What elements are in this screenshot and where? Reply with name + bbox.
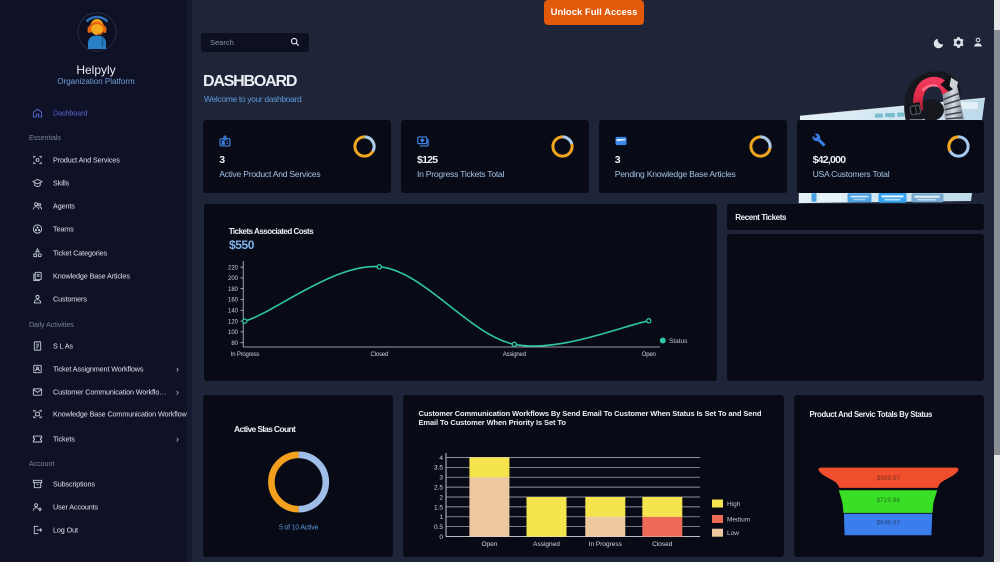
svg-text:80: 80	[231, 341, 238, 347]
svg-text:2: 2	[439, 494, 443, 501]
svg-text:160: 160	[228, 297, 239, 303]
svg-text:Assigned: Assigned	[502, 352, 525, 358]
svg-text:Open: Open	[481, 541, 497, 548]
svg-text:3.5: 3.5	[434, 464, 443, 471]
svg-text:4: 4	[439, 454, 443, 461]
svg-text:3: 3	[439, 474, 443, 481]
svg-text:100: 100	[228, 330, 239, 336]
svg-text:Closed: Closed	[652, 541, 673, 548]
svg-text:0.5: 0.5	[434, 524, 443, 531]
svg-text:In Progress: In Progress	[230, 352, 259, 358]
svg-text:$649.97: $649.97	[876, 519, 900, 526]
svg-text:120: 120	[228, 319, 239, 325]
svg-text:Status: Status	[669, 338, 688, 345]
svg-text:Assigned: Assigned	[533, 541, 560, 548]
svg-text:Low: Low	[727, 530, 739, 537]
svg-text:Closed: Closed	[370, 352, 387, 358]
svg-text:High: High	[727, 501, 741, 508]
svg-text:140: 140	[228, 308, 239, 314]
svg-text:1.5: 1.5	[434, 504, 443, 511]
svg-text:220: 220	[228, 265, 239, 271]
svg-text:1: 1	[439, 514, 443, 521]
svg-text:In Progress: In Progress	[589, 541, 623, 548]
svg-text:Medium: Medium	[727, 516, 750, 523]
svg-text:0: 0	[439, 534, 443, 541]
svg-text:Open: Open	[641, 352, 655, 358]
svg-text:$999.97: $999.97	[876, 474, 900, 481]
svg-text:180: 180	[228, 287, 239, 293]
svg-text:2.5: 2.5	[434, 484, 443, 491]
svg-text:$719.96: $719.96	[876, 497, 900, 504]
svg-text:200: 200	[228, 276, 239, 282]
svg-text:5 of 10 Active: 5 of 10 Active	[279, 524, 319, 531]
